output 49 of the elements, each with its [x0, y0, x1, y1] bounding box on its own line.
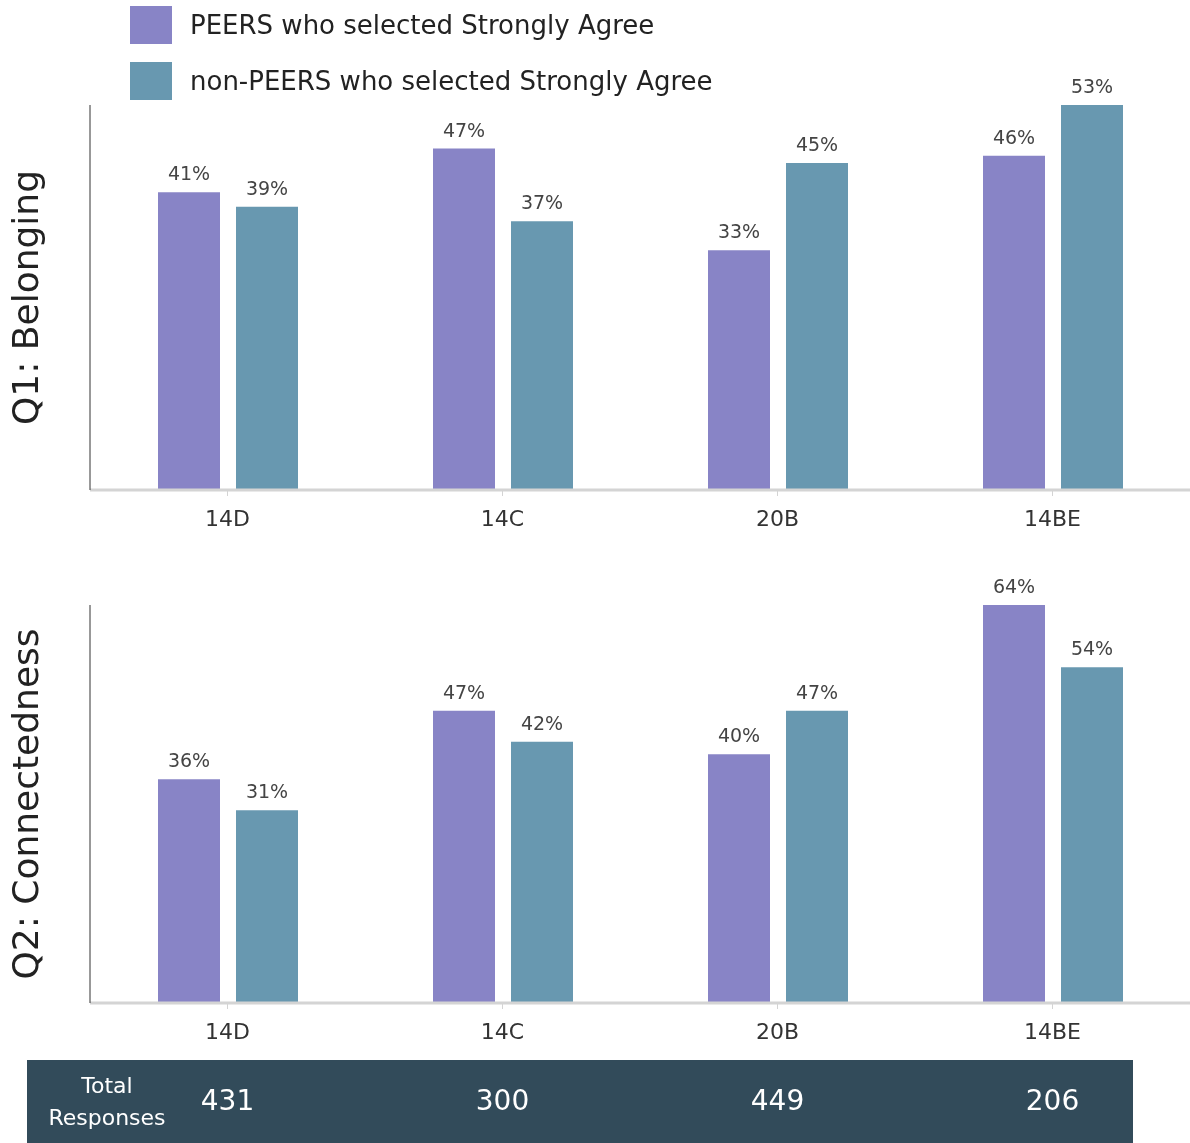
data-label: 40% [717, 724, 761, 747]
data-label: 64% [992, 575, 1036, 597]
bar [511, 741, 573, 1003]
x-tick-label: 20B [755, 1018, 800, 1044]
y-axis-title: Q2: Connectedness [4, 628, 46, 980]
bar [983, 155, 1045, 490]
text: 206 [1024, 1084, 1081, 1117]
bar [511, 221, 573, 490]
bar [983, 605, 1045, 1003]
data-label: 47% [442, 118, 486, 141]
bar [1061, 667, 1123, 1003]
text: 300 [474, 1084, 531, 1117]
x-tick-label: 14C [480, 505, 525, 531]
data-label: 36% [167, 749, 211, 772]
data-label: 39% [245, 176, 289, 199]
bar [433, 148, 495, 490]
text: Total Responses [47, 1072, 167, 1132]
bar [708, 250, 770, 490]
x-tick-label: 14D [205, 505, 250, 531]
x-tick-label: 14BE [1024, 505, 1081, 531]
data-label: 47% [795, 680, 839, 703]
bar [158, 192, 220, 490]
bar [786, 710, 848, 1003]
bar [433, 710, 495, 1003]
legend-label: PEERS who selected Strongly Agree [190, 10, 655, 40]
data-label: 41% [167, 162, 211, 185]
x-tick-label: 14C [480, 1018, 525, 1044]
y-axis-title: Q1: Belonging [4, 169, 46, 426]
text: 449 [749, 1084, 806, 1117]
bar [1061, 105, 1123, 490]
data-label: 53% [1070, 75, 1114, 97]
data-label: 45% [795, 133, 839, 156]
x-tick-label: 14D [205, 1018, 250, 1044]
text: 431 [199, 1084, 256, 1117]
bar [708, 754, 770, 1003]
x-tick-label: 20B [755, 505, 800, 531]
x-tick-label: 14BE [1024, 1018, 1081, 1044]
bar [236, 810, 298, 1003]
data-label: 54% [1070, 637, 1114, 660]
data-label: 37% [520, 191, 564, 214]
bar [236, 206, 298, 490]
bar [786, 163, 848, 490]
bar [158, 779, 220, 1003]
data-label: 46% [992, 125, 1036, 148]
data-label: 42% [520, 711, 564, 734]
data-label: 33% [717, 220, 761, 243]
legend-label: non-PEERS who selected Strongly Agree [190, 66, 713, 96]
data-label: 47% [442, 680, 486, 703]
data-label: 31% [245, 780, 289, 803]
